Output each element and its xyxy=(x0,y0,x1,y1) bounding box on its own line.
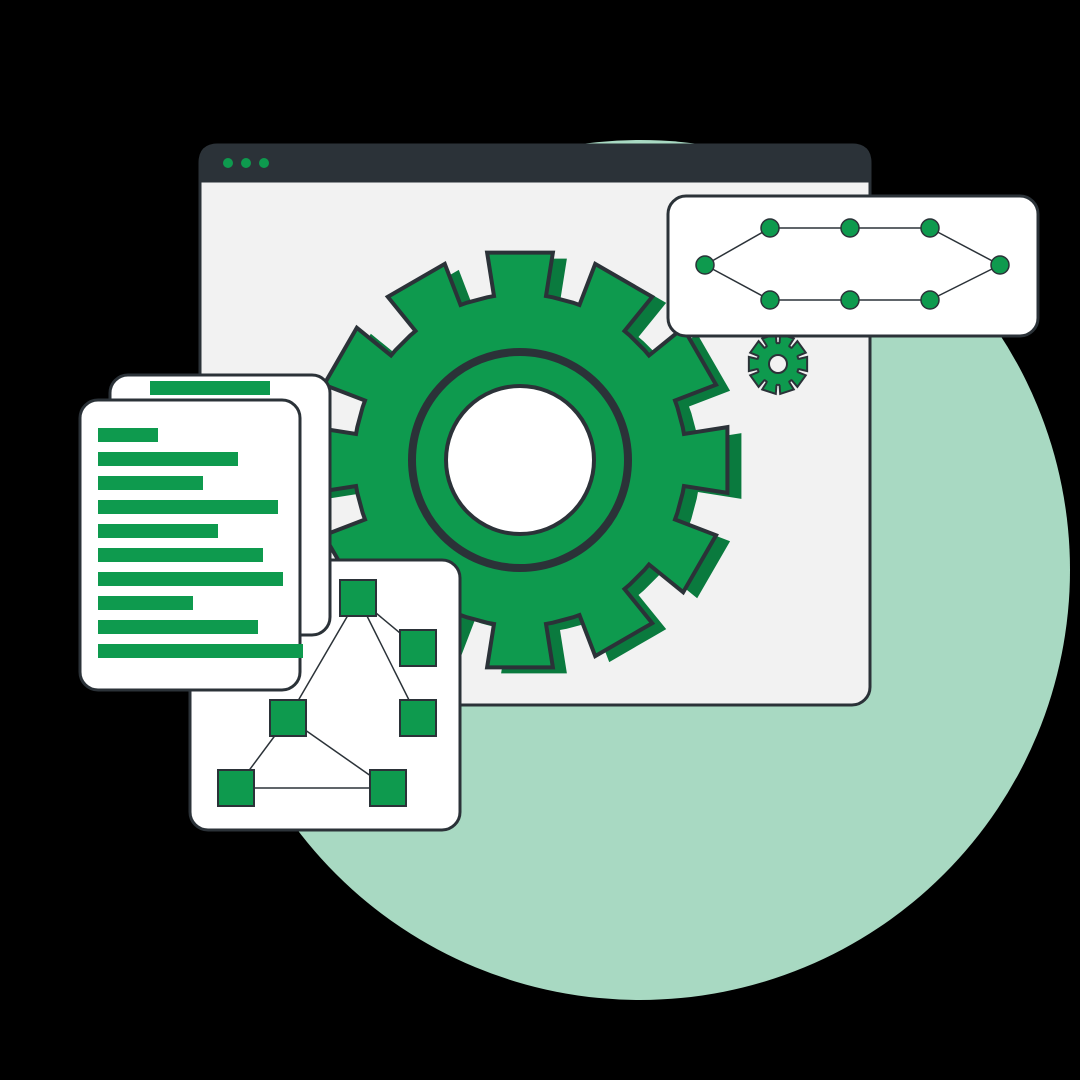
flow-node-icon xyxy=(370,770,406,806)
code-line xyxy=(98,524,218,538)
code-card xyxy=(80,375,330,690)
gear-hole xyxy=(446,386,594,534)
code-line xyxy=(98,596,193,610)
graph-card xyxy=(668,196,1038,336)
code-line xyxy=(98,476,203,490)
flow-node-icon xyxy=(270,700,306,736)
code-line xyxy=(98,452,238,466)
flow-node-icon xyxy=(400,700,436,736)
window-dot-icon xyxy=(223,158,233,168)
illustration-svg xyxy=(0,0,1080,1080)
graph-node-icon xyxy=(696,256,714,274)
flow-node-icon xyxy=(218,770,254,806)
code-line xyxy=(98,644,303,658)
gear-small-group xyxy=(749,334,807,394)
code-tab xyxy=(150,381,270,395)
flow-node-icon xyxy=(400,630,436,666)
code-line xyxy=(98,572,283,586)
code-line xyxy=(98,428,158,442)
graph-node-icon xyxy=(991,256,1009,274)
window-dot-icon xyxy=(259,158,269,168)
graph-node-icon xyxy=(921,291,939,309)
illustration-stage: { "type": "infographic", "canvas": { "wi… xyxy=(0,0,1080,1080)
graph-node-icon xyxy=(761,219,779,237)
gear-small-hole xyxy=(769,355,787,373)
window-dot-icon xyxy=(241,158,251,168)
graph-node-icon xyxy=(841,291,859,309)
graph-node-icon xyxy=(921,219,939,237)
code-line xyxy=(98,500,278,514)
graph-card-bg xyxy=(668,196,1038,336)
code-line xyxy=(98,548,263,562)
browser-titlebar xyxy=(200,145,870,181)
flow-node-icon xyxy=(340,580,376,616)
graph-node-icon xyxy=(761,291,779,309)
code-line xyxy=(98,620,258,634)
graph-node-icon xyxy=(841,219,859,237)
